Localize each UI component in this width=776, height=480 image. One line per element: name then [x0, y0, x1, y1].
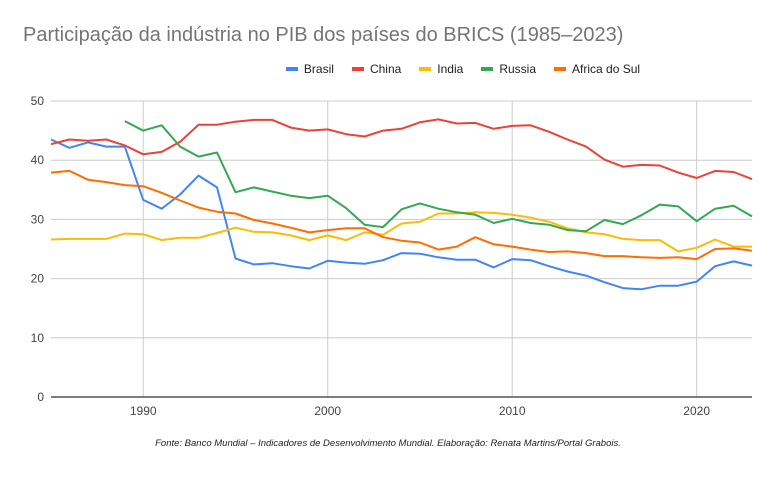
y-tick-label: 20	[31, 272, 45, 286]
x-tick-label: 1990	[130, 404, 157, 418]
legend-swatch-india	[419, 67, 432, 71]
series-line-brasil	[50, 138, 753, 291]
series-lines	[50, 118, 753, 291]
x-tick-label: 2000	[314, 404, 341, 418]
y-tick-label: 40	[31, 153, 45, 167]
x-tick-label: 2020	[683, 404, 710, 418]
legend-label-brasil: Brasil	[303, 62, 334, 76]
y-tick-label: 50	[31, 94, 45, 108]
legend-item-russia[interactable]: Russia	[481, 62, 536, 76]
legend-item-africa-do-sul[interactable]: Africa do Sul	[554, 62, 640, 76]
source-note: Fonte: Banco Mundial – Indicadores de De…	[155, 438, 621, 449]
series-line-india	[50, 211, 752, 253]
legend-label-russia: Russia	[499, 62, 537, 76]
legend-label-africa-do-sul: Africa do Sul	[572, 62, 641, 76]
series-line-africa-do-sul	[50, 169, 753, 261]
x-tick-label: 2010	[499, 404, 526, 418]
y-tick-label: 30	[31, 212, 45, 226]
y-axis-ticks: 0 10 20 30 40 50	[31, 94, 45, 404]
legend-swatch-africa-do-sul	[554, 67, 567, 71]
legend-label-china: China	[369, 62, 402, 76]
x-axis-ticks: 1990 2000 2010 2020	[130, 404, 710, 418]
legend-label-india: India	[437, 62, 464, 76]
series-line-china	[50, 118, 753, 181]
legend-item-india[interactable]: India	[419, 62, 463, 76]
legend-swatch-russia	[481, 67, 494, 71]
chart-title: Participação da indústria no PIB dos paí…	[23, 24, 624, 46]
legend-item-brasil[interactable]: Brasil	[285, 62, 334, 76]
legend-swatch-brasil	[285, 67, 298, 71]
y-tick-label: 10	[31, 331, 45, 345]
legend-item-china[interactable]: China	[351, 62, 402, 76]
legend: Brasil China India Russia Africa do Sul	[0, 62, 776, 76]
gridlines	[51, 100, 752, 397]
legend-swatch-china	[351, 67, 364, 71]
series-line-russia	[124, 120, 753, 233]
y-tick-label: 0	[37, 390, 44, 404]
